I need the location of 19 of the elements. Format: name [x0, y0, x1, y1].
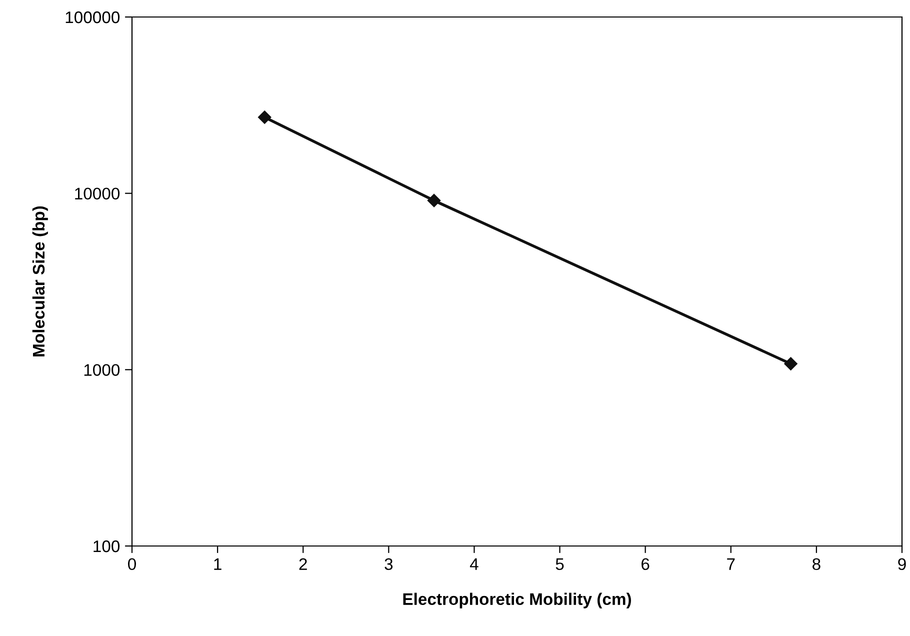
x-tick-label: 2 [299, 558, 307, 570]
point [427, 194, 441, 208]
point [784, 357, 798, 370]
x-tick-label: 5 [556, 558, 564, 570]
y-tick-label: 1000 [84, 364, 120, 376]
y-axis-title: Molecular Size (bp) [32, 206, 48, 356]
x-tick-label: 7 [727, 558, 735, 570]
point [258, 110, 272, 124]
x-tick-label: 8 [812, 558, 820, 570]
y-tick-label: 10000 [75, 188, 120, 200]
x-tick-label: 6 [642, 558, 650, 570]
x-axis-title: Electrophoretic Mobility (cm) [403, 592, 632, 608]
y-tick-label: 100000 [66, 11, 120, 24]
x-tick-label: 4 [470, 558, 478, 570]
x-tick-label: 3 [384, 558, 393, 570]
x-tick-label: 1 [214, 558, 222, 570]
x-tick-label: 9 [898, 558, 906, 570]
x-tick-label: 0 [128, 558, 136, 570]
y-tick-label: 100 [94, 540, 120, 552]
